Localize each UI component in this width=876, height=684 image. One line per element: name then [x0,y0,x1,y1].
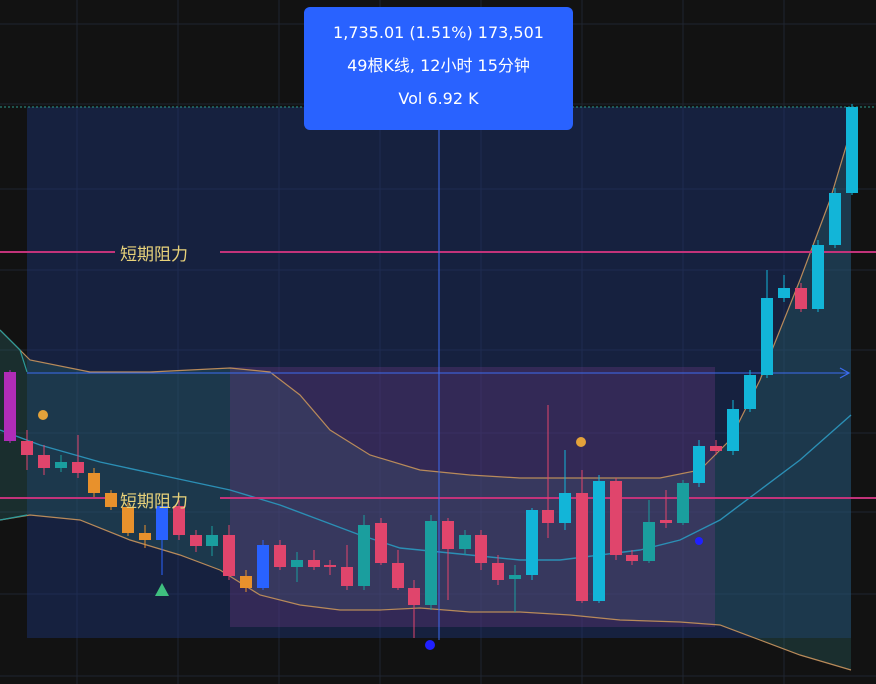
candle-body [610,481,622,555]
candle-body [812,245,824,309]
candle-body [509,575,521,579]
candle-body [55,462,67,468]
candle-body [442,521,454,549]
bollinger-lower-line [0,514,852,671]
candle-body [542,510,554,523]
candle-body [324,565,336,567]
candle-body [139,533,151,540]
candle-body [358,525,370,586]
candle-body [257,545,269,588]
candle-body [190,535,202,546]
buy-triangle [155,583,169,596]
candle-body [21,441,33,455]
candle-body [576,493,588,601]
candle-body [274,545,286,567]
candle-body [710,446,722,451]
candle-body [459,535,471,549]
candle-body [660,520,672,523]
resistance-label-lower: 短期阻力 [120,492,188,512]
signal-dot [425,640,435,650]
candle-body [626,555,638,561]
signal-dot [695,537,703,545]
candle-body [643,522,655,561]
candle-body [392,563,404,588]
measure-bars-line: 49根K线, 12小时 15分钟 [347,56,530,75]
candle-body [38,455,50,468]
band-edge-line [0,329,28,373]
measure-arrow-head [839,367,851,379]
candle-body [829,193,841,245]
measure-price-line: 1,735.01 (1.51%) 173,501 [333,23,544,42]
candle-body [492,563,504,580]
bollinger-middle-line [0,414,852,561]
candle-body [744,375,756,409]
candle-body [341,567,353,586]
signal-dot [576,437,586,447]
candle-body [778,288,790,298]
candle-body [475,535,487,563]
candle-body [677,483,689,523]
candle-body [240,576,252,588]
band-edge-line [0,514,28,521]
candle-body [72,462,84,473]
measure-tooltip: 1,735.01 (1.51%) 173,501 49根K线, 12小时 15分… [304,7,573,130]
candle-body [308,560,320,567]
candle-body [173,506,185,535]
candle-body [291,560,303,567]
candle-body [223,535,235,576]
resistance-label-upper: 短期阻力 [120,245,188,265]
candle-body [593,481,605,601]
candle-body [206,535,218,546]
measure-volume-line: Vol 6.92 K [398,89,479,108]
candle-body [693,446,705,483]
candle-body [846,107,858,193]
candle-body [727,409,739,451]
candle-body [761,298,773,375]
candle-body [408,588,420,605]
candle-body [122,507,134,533]
candle-body [375,523,387,563]
signal-dot [38,410,48,420]
candle-body [526,510,538,575]
candle-body [105,493,117,507]
candle-body [156,506,168,540]
candle-body [425,521,437,605]
candle-body [88,473,100,493]
candle-body [795,288,807,309]
candle-body [4,372,16,441]
candle-body [559,493,571,523]
